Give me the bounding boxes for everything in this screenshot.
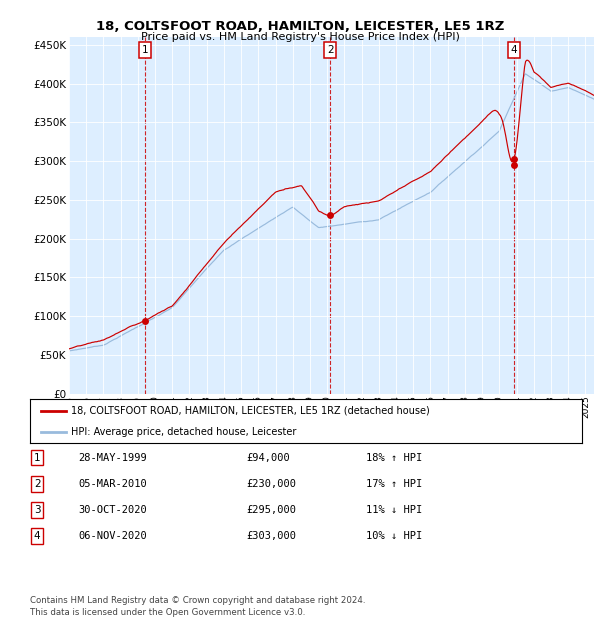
Text: 1: 1	[142, 45, 148, 55]
Text: 1: 1	[34, 453, 41, 463]
Text: 4: 4	[34, 531, 41, 541]
Text: Contains HM Land Registry data © Crown copyright and database right 2024.
This d: Contains HM Land Registry data © Crown c…	[30, 596, 365, 617]
Text: 18, COLTSFOOT ROAD, HAMILTON, LEICESTER, LE5 1RZ (detached house): 18, COLTSFOOT ROAD, HAMILTON, LEICESTER,…	[71, 405, 430, 416]
Text: Price paid vs. HM Land Registry's House Price Index (HPI): Price paid vs. HM Land Registry's House …	[140, 32, 460, 42]
Text: 06-NOV-2020: 06-NOV-2020	[78, 531, 147, 541]
Text: 3: 3	[34, 505, 41, 515]
Text: 2: 2	[327, 45, 334, 55]
Text: 05-MAR-2010: 05-MAR-2010	[78, 479, 147, 489]
Text: 18, COLTSFOOT ROAD, HAMILTON, LEICESTER, LE5 1RZ: 18, COLTSFOOT ROAD, HAMILTON, LEICESTER,…	[96, 20, 504, 33]
Text: 28-MAY-1999: 28-MAY-1999	[78, 453, 147, 463]
Text: 30-OCT-2020: 30-OCT-2020	[78, 505, 147, 515]
Text: HPI: Average price, detached house, Leicester: HPI: Average price, detached house, Leic…	[71, 427, 297, 437]
Text: £94,000: £94,000	[246, 453, 290, 463]
Text: £230,000: £230,000	[246, 479, 296, 489]
Text: 2: 2	[34, 479, 41, 489]
Text: 17% ↑ HPI: 17% ↑ HPI	[366, 479, 422, 489]
Text: 11% ↓ HPI: 11% ↓ HPI	[366, 505, 422, 515]
Text: £295,000: £295,000	[246, 505, 296, 515]
Text: 18% ↑ HPI: 18% ↑ HPI	[366, 453, 422, 463]
Text: 10% ↓ HPI: 10% ↓ HPI	[366, 531, 422, 541]
Text: £303,000: £303,000	[246, 531, 296, 541]
Text: 4: 4	[511, 45, 517, 55]
